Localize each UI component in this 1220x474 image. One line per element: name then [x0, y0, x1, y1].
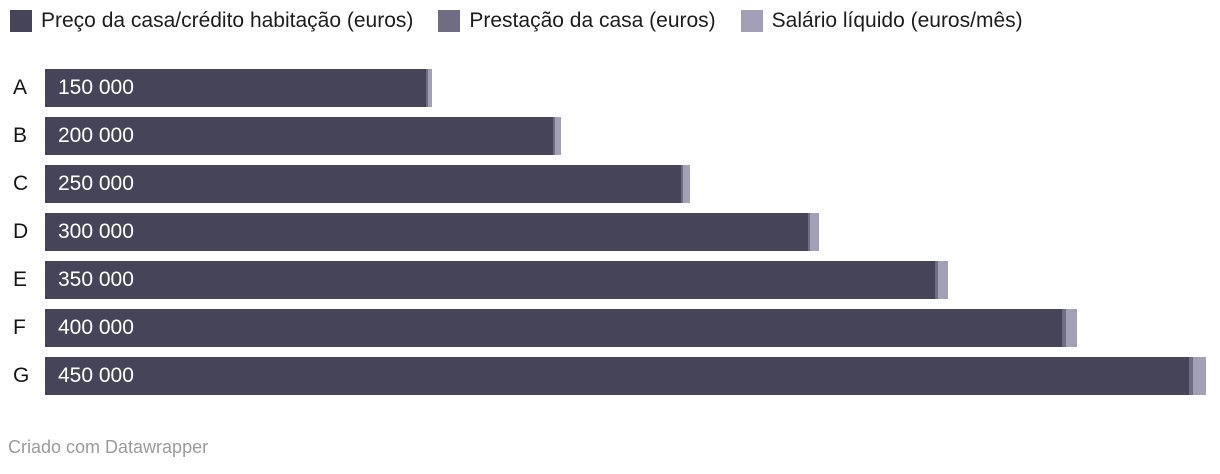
bar-segment-salario	[1065, 309, 1077, 347]
bar-segment-salario	[1193, 357, 1206, 395]
legend-swatch-icon	[10, 10, 32, 32]
legend-item-label: Preço da casa/crédito habitação (euros)	[41, 9, 414, 32]
chart-row: G 450 000	[0, 357, 1220, 395]
bar-value-label: 400 000	[58, 316, 134, 339]
bar-segment-preco-casa: 450 000	[45, 357, 1189, 395]
category-label: D	[13, 220, 29, 243]
legend-item: Prestação da casa (euros)	[438, 9, 716, 32]
chart-row: B 200 000	[0, 117, 1220, 155]
legend-item: Salário líquido (euros/mês)	[740, 9, 1023, 32]
category-label: E	[13, 268, 28, 291]
category-label: F	[13, 316, 26, 339]
stacked-bar: 450 000	[45, 357, 1206, 395]
legend-item-label: Salário líquido (euros/mês)	[771, 9, 1023, 32]
chart-row: D 300 000	[0, 213, 1220, 251]
bar-segment-prestacao	[1061, 309, 1066, 347]
bar-segment-preco-casa: 300 000	[45, 213, 808, 251]
bar-value-label: 450 000	[58, 364, 134, 387]
stacked-bar: 350 000	[45, 261, 948, 299]
bar-value-label: 300 000	[58, 220, 134, 243]
chart-row: A 150 000	[0, 69, 1220, 107]
bar-value-label: 200 000	[58, 124, 134, 147]
chart-row: F 400 000	[0, 309, 1220, 347]
bar-segment-preco-casa: 200 000	[45, 117, 554, 155]
bar-segment-salario	[682, 165, 690, 203]
bar-segment-prestacao	[426, 69, 428, 107]
bar-value-label: 250 000	[58, 172, 134, 195]
bar-segment-prestacao	[553, 117, 556, 155]
stacked-bar: 200 000	[45, 117, 561, 155]
bar-segment-preco-casa: 150 000	[45, 69, 427, 107]
bar-segment-prestacao	[934, 261, 939, 299]
bar-segment-salario	[427, 69, 432, 107]
legend: Preço da casa/crédito habitação (euros) …	[10, 10, 1023, 32]
bar-segment-salario	[555, 117, 561, 155]
bar-segment-preco-casa: 350 000	[45, 261, 935, 299]
bar-value-label: 150 000	[58, 76, 134, 99]
bar-segment-prestacao	[807, 213, 811, 251]
stacked-bar: 400 000	[45, 309, 1077, 347]
legend-item: Preço da casa/crédito habitação (euros)	[10, 10, 413, 32]
category-label: C	[13, 172, 29, 195]
chart-row: E 350 000	[0, 261, 1220, 299]
bar-segment-salario	[810, 213, 819, 251]
legend-swatch-icon	[438, 10, 461, 32]
legend-swatch-icon	[740, 10, 763, 32]
bar-segment-preco-casa: 400 000	[45, 309, 1062, 347]
bar-segment-preco-casa: 250 000	[45, 165, 681, 203]
bar-segment-salario	[938, 261, 948, 299]
chart-row: C 250 000	[0, 165, 1220, 203]
category-label: A	[13, 76, 28, 99]
bar-segment-prestacao	[680, 165, 683, 203]
bar-segment-prestacao	[1189, 357, 1194, 395]
datawrapper-attribution-link[interactable]: Criado com Datawrapper	[8, 437, 209, 457]
category-label: G	[13, 364, 30, 387]
stacked-bar: 150 000	[45, 69, 432, 107]
stacked-bar: 300 000	[45, 213, 819, 251]
category-label: B	[13, 124, 28, 147]
stacked-bar: 250 000	[45, 165, 690, 203]
legend-item-label: Prestação da casa (euros)	[469, 9, 716, 32]
bar-value-label: 350 000	[58, 268, 134, 291]
chart-rows: A 150 000 B 200 000 C 250 000 D 300 000 …	[0, 69, 1220, 405]
